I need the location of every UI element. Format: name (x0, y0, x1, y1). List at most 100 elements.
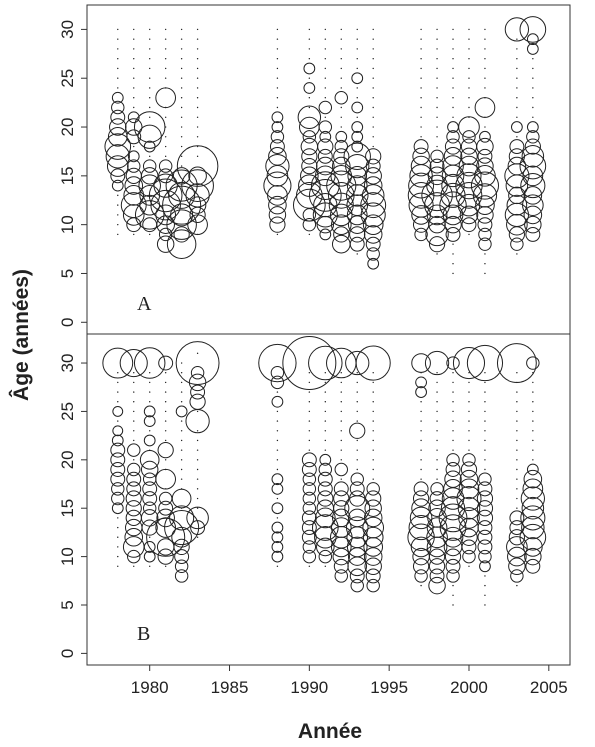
bubble-point (526, 43, 539, 55)
bubble-dot (532, 430, 534, 432)
bubble-point (525, 226, 541, 242)
bubble-dot (180, 468, 183, 471)
bubble-dot (468, 391, 470, 393)
bubble-point (351, 140, 364, 153)
bubble-point (521, 145, 545, 168)
bubble-dot (180, 165, 183, 167)
bubble-point (317, 138, 334, 155)
bubble-dot (372, 67, 374, 70)
bubble-dot (133, 28, 135, 31)
bubble-point (523, 537, 543, 557)
bubble-point (363, 176, 383, 195)
bubble-point (444, 470, 462, 488)
bubble-dot (164, 57, 167, 60)
bubble-dot (532, 401, 534, 403)
bubble-point (143, 415, 156, 427)
bubble-point (185, 183, 210, 208)
bubble-dot (436, 372, 438, 374)
bubble-point (477, 217, 493, 233)
bubble-dot (340, 410, 342, 413)
bubble-dot (340, 116, 342, 118)
bubble-dot (117, 555, 119, 558)
bubble-dot (532, 391, 534, 393)
bubble-point (367, 257, 380, 270)
bubble-dot (468, 565, 470, 567)
bubble-dot (468, 381, 470, 384)
bubble-point (442, 204, 464, 226)
bubble-point (173, 538, 190, 556)
bubble-point (158, 500, 174, 516)
bubble-dot (117, 223, 119, 226)
bubble-dot (452, 57, 454, 60)
bubble-point (350, 578, 364, 593)
bubble-dot (468, 67, 470, 70)
bubble-dot (372, 126, 374, 128)
bubble-dot (468, 430, 470, 432)
bubble-point (302, 217, 317, 232)
bubble-dot (516, 106, 518, 109)
bubble-dot (468, 87, 470, 89)
bubble-point (188, 166, 207, 186)
bubble-point (319, 130, 332, 143)
bubble-point (318, 462, 333, 477)
bubble-dot (356, 410, 358, 413)
bubble-dot (436, 67, 438, 70)
bubble-point (457, 496, 481, 520)
bubble-point (345, 516, 369, 539)
bubble-dot (420, 410, 422, 413)
bubble-dot (117, 204, 119, 206)
bubble-dot (420, 459, 422, 461)
bubble-dot (164, 439, 167, 442)
bubble-dot (324, 38, 327, 40)
bubble-dot (196, 155, 199, 158)
bubble-dot (468, 372, 470, 374)
bubble-dot (340, 106, 342, 109)
bubble-point (362, 516, 385, 539)
bubble-dot (372, 145, 374, 148)
bubble-point (430, 149, 444, 164)
bubble-point (102, 347, 134, 379)
bubble-point (524, 547, 542, 566)
bubble-dot (308, 77, 311, 79)
bubble-point (365, 158, 381, 174)
bubble-dot (452, 584, 454, 587)
bubble-point (461, 539, 477, 555)
bubble-point (343, 142, 371, 171)
bubble-dot (340, 28, 342, 31)
bubble-dot (420, 430, 422, 432)
bubble-point (318, 120, 333, 134)
bubble-point (112, 406, 124, 417)
bubble-dot (117, 536, 119, 538)
bubble-point (462, 453, 476, 467)
bubble-point (413, 481, 429, 497)
bubble-dot (468, 106, 470, 109)
bubble-dot (276, 565, 279, 567)
bubble-point (140, 460, 159, 479)
bubble-dot (516, 38, 518, 40)
bubble-point (269, 139, 285, 155)
bubble-point (303, 62, 316, 75)
bubble-point (510, 121, 523, 133)
bubble-dot (164, 468, 167, 471)
bubble-dot (452, 48, 454, 50)
bubble-dot (356, 381, 358, 384)
bubble-point (478, 237, 492, 251)
bubble-point (520, 486, 545, 511)
bubble-dot (356, 449, 358, 451)
panel-b-frame (86, 333, 571, 666)
bubble-point (190, 520, 206, 536)
bubble-dot (484, 420, 486, 422)
bubble-dot (372, 77, 374, 79)
bubble-point (510, 237, 524, 251)
bubble-dot (420, 28, 422, 31)
bubble-point (460, 461, 478, 478)
bubble-dot (196, 106, 199, 109)
bubble-dot (340, 459, 342, 461)
bubble-dot (516, 468, 518, 471)
bubble-point (411, 498, 431, 519)
bubble-dot (436, 106, 438, 109)
bubble-dot (117, 517, 119, 519)
bubble-point (364, 557, 382, 576)
bubble-point (523, 186, 543, 205)
bubble-dot (340, 430, 342, 432)
